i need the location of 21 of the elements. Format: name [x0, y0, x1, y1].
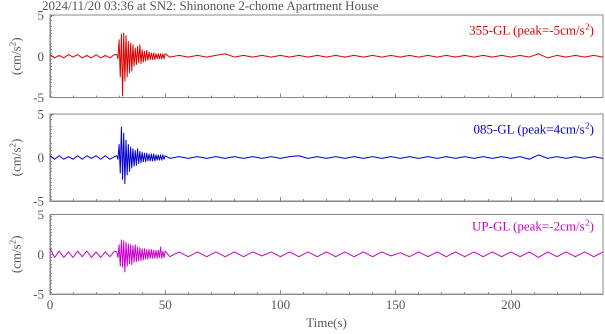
y-tick-label: -5 [33, 90, 44, 105]
x-tick-label: 150 [386, 297, 406, 312]
line-series [49, 126, 604, 184]
y-tick-label: 5 [37, 106, 44, 122]
x-tick-label: 100 [270, 297, 290, 312]
y-tick-label: 5 [37, 8, 44, 22]
x-tick-label: 200 [501, 297, 521, 312]
y-tick-label: -5 [33, 194, 44, 208]
y-tick-label: 0 [37, 150, 44, 165]
y-tick-label: 0 [37, 246, 44, 262]
line-series [49, 239, 604, 272]
x-tick-label: 50 [158, 297, 172, 312]
x-tick-label: 0 [46, 297, 54, 312]
y-axis-title: (cm/s2) [8, 37, 24, 76]
y-axis-title: (cm/s2) [8, 138, 24, 176]
y-axis-title: (cm/s2) [8, 235, 24, 274]
y-tick-label: -5 [33, 286, 44, 302]
x-axis-title: Time(s) [306, 315, 347, 330]
y-tick-label: 5 [37, 207, 44, 222]
chart-title: 2024/11/20 03:36 at SN2: Shinonone 2-chome Apartment House [42, 0, 379, 13]
y-tick-label: 0 [37, 48, 44, 64]
